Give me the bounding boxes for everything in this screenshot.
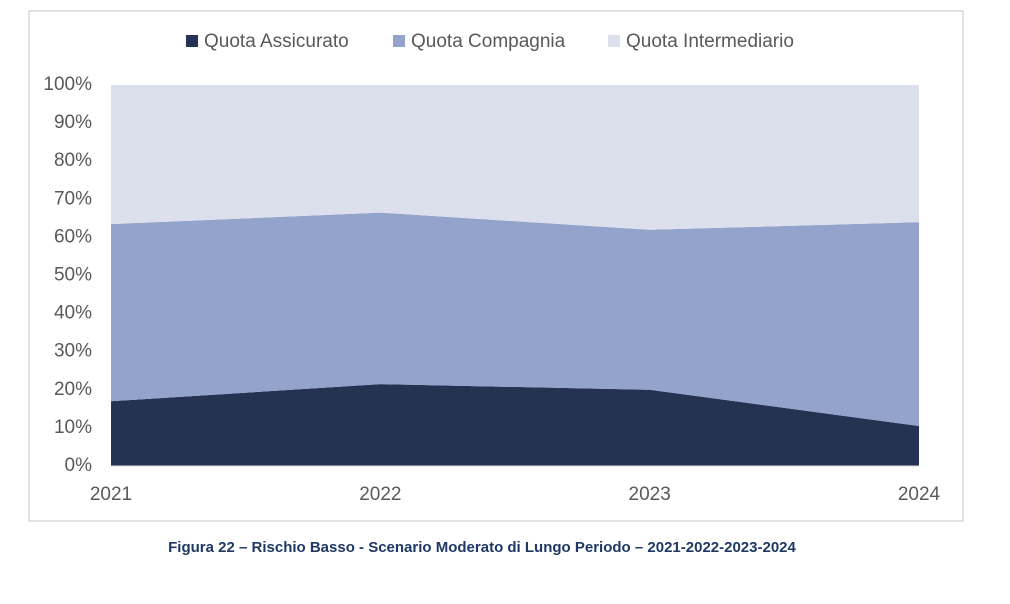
legend-swatch — [186, 35, 198, 47]
area — [111, 384, 919, 466]
x-tick-label: 2022 — [359, 484, 401, 505]
y-tick-label: 20% — [54, 379, 92, 400]
y-tick-label: 60% — [54, 226, 92, 247]
y-tick-label: 10% — [54, 417, 92, 438]
y-tick-label: 50% — [54, 265, 92, 286]
y-tick-label: 90% — [54, 112, 92, 133]
area — [111, 85, 919, 230]
legend-label: Quota Compagnia — [411, 31, 566, 52]
y-tick-label: 100% — [43, 74, 92, 95]
y-tick-label: 40% — [54, 303, 92, 324]
x-tick-label: 2024 — [898, 484, 941, 505]
legend-label: Quota Assicurato — [204, 31, 349, 52]
legend-label: Quota Intermediario — [626, 31, 794, 52]
y-tick-label: 80% — [54, 150, 92, 171]
y-tick-label: 70% — [54, 188, 92, 209]
y-tick-label: 0% — [65, 455, 93, 476]
caption: Figura 22 – Rischio Basso - Scenario Mod… — [168, 539, 796, 556]
x-tick-label: 2023 — [629, 484, 671, 505]
legend-swatch — [393, 35, 405, 47]
area — [111, 212, 919, 426]
legend-swatch — [608, 35, 620, 47]
x-tick-label: 2021 — [90, 484, 132, 505]
y-tick-label: 30% — [54, 341, 92, 362]
